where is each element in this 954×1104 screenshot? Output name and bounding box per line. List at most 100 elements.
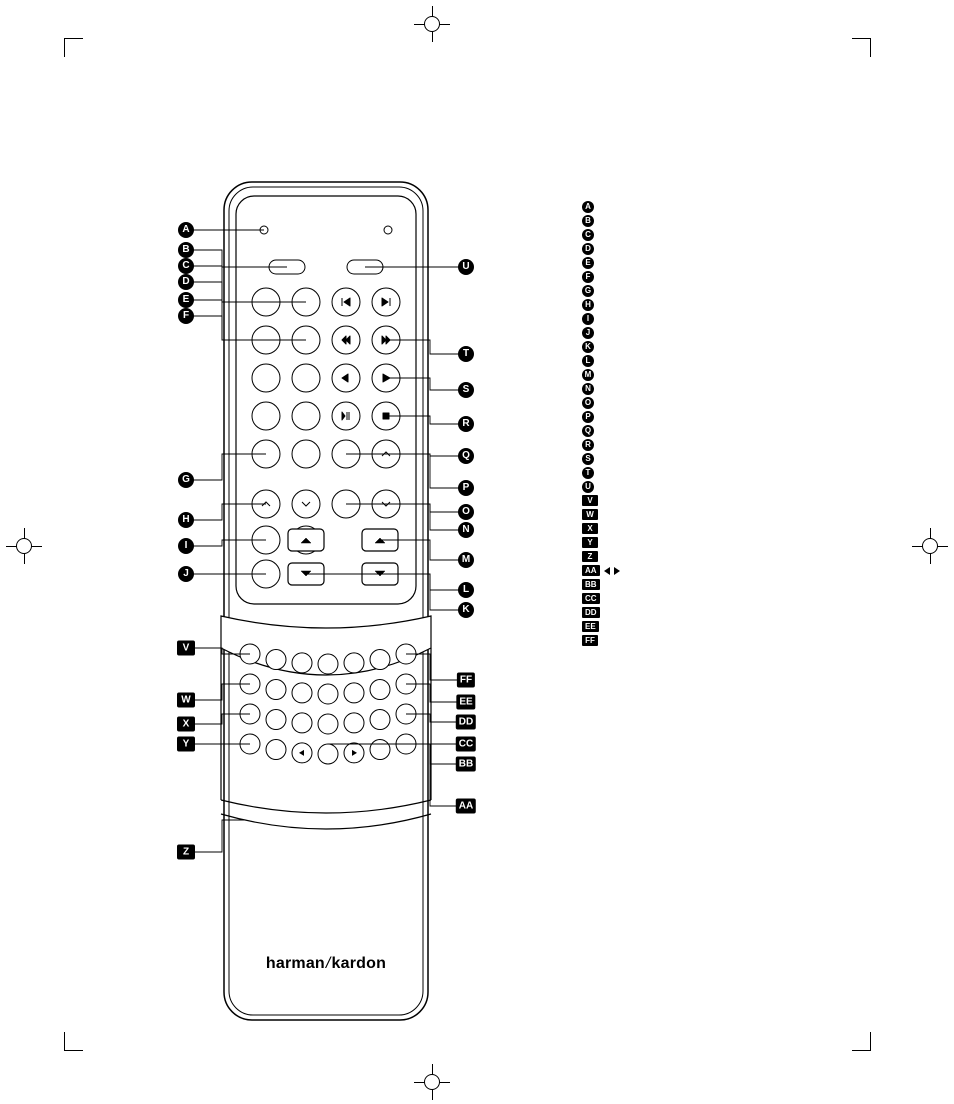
legend-marker: B bbox=[582, 215, 594, 227]
legend-item-C: C bbox=[582, 228, 620, 241]
legend-item-B: B bbox=[582, 214, 620, 227]
legend-marker: F bbox=[582, 271, 594, 283]
callout-W: W bbox=[177, 693, 195, 708]
triangle-left-icon bbox=[604, 567, 610, 575]
callout-Q: Q bbox=[458, 448, 474, 464]
legend-item-Q: Q bbox=[582, 424, 620, 437]
legend: ABCDEFGHIJKLMNOPQRSTUVWXYZ AA BB CC DD EE FF bbox=[582, 200, 620, 647]
callout-U: U bbox=[458, 259, 474, 275]
legend-marker: BB bbox=[582, 579, 600, 590]
callout-G: G bbox=[178, 472, 194, 488]
legend-item-AA: AA bbox=[582, 564, 620, 577]
legend-item-S: S bbox=[582, 452, 620, 465]
callout-M: M bbox=[458, 552, 474, 568]
legend-marker: T bbox=[582, 467, 594, 479]
legend-marker: J bbox=[582, 327, 594, 339]
callout-H: H bbox=[178, 512, 194, 528]
legend-marker: I bbox=[582, 313, 594, 325]
legend-marker: O bbox=[582, 397, 594, 409]
callout-I: I bbox=[178, 538, 194, 554]
legend-item-O: O bbox=[582, 396, 620, 409]
callout-K: K bbox=[458, 602, 474, 618]
brand-right: kardon bbox=[332, 955, 387, 972]
legend-item-H: H bbox=[582, 298, 620, 311]
legend-marker: S bbox=[582, 453, 594, 465]
legend-marker: Q bbox=[582, 425, 594, 437]
legend-item-FF: FF bbox=[582, 634, 620, 647]
callout-A: A bbox=[178, 222, 194, 238]
legend-item-CC: CC bbox=[582, 592, 620, 605]
legend-marker: R bbox=[582, 439, 594, 451]
callout-BB: BB bbox=[456, 757, 476, 772]
legend-marker: M bbox=[582, 369, 594, 381]
brand-slash: / bbox=[325, 955, 332, 972]
legend-marker: P bbox=[582, 411, 594, 423]
legend-item-E: E bbox=[582, 256, 620, 269]
callout-DD: DD bbox=[456, 715, 476, 730]
legend-item-N: N bbox=[582, 382, 620, 395]
legend-item-BB: BB bbox=[582, 578, 620, 591]
brand-left: harman bbox=[266, 955, 325, 972]
brand-label: harman/kardon bbox=[266, 955, 386, 973]
legend-item-Z: Z bbox=[582, 550, 620, 563]
callout-E: E bbox=[178, 292, 194, 308]
remote-diagram-svg bbox=[0, 0, 954, 1104]
callout-B: B bbox=[178, 242, 194, 258]
legend-item-V: V bbox=[582, 494, 620, 507]
callout-F: F bbox=[178, 308, 194, 324]
callout-N: N bbox=[458, 522, 474, 538]
legend-marker: W bbox=[582, 509, 598, 520]
legend-item-G: G bbox=[582, 284, 620, 297]
callout-O: O bbox=[458, 504, 474, 520]
legend-item-P: P bbox=[582, 410, 620, 423]
legend-marker: Z bbox=[582, 551, 598, 562]
legend-item-R: R bbox=[582, 438, 620, 451]
callout-X: X bbox=[177, 717, 195, 732]
callout-J: J bbox=[178, 566, 194, 582]
legend-marker: K bbox=[582, 341, 594, 353]
legend-item-I: I bbox=[582, 312, 620, 325]
legend-item-A: A bbox=[582, 200, 620, 213]
callout-AA: AA bbox=[456, 799, 476, 814]
legend-marker: DD bbox=[582, 607, 600, 618]
legend-marker: N bbox=[582, 383, 594, 395]
legend-item-DD: DD bbox=[582, 606, 620, 619]
legend-marker: L bbox=[582, 355, 594, 367]
legend-marker: Y bbox=[582, 537, 598, 548]
legend-item-W: W bbox=[582, 508, 620, 521]
callout-EE: EE bbox=[456, 695, 475, 710]
callout-C: C bbox=[178, 258, 194, 274]
callout-T: T bbox=[458, 346, 474, 362]
legend-marker: CC bbox=[582, 593, 600, 604]
legend-item-EE: EE bbox=[582, 620, 620, 633]
legend-item-Y: Y bbox=[582, 536, 620, 549]
callout-P: P bbox=[458, 480, 474, 496]
legend-marker: H bbox=[582, 299, 594, 311]
callout-D: D bbox=[178, 274, 194, 290]
callout-Z: Z bbox=[177, 845, 195, 860]
legend-item-T: T bbox=[582, 466, 620, 479]
callout-S: S bbox=[458, 382, 474, 398]
legend-item-J: J bbox=[582, 326, 620, 339]
legend-marker: A bbox=[582, 201, 594, 213]
legend-marker: X bbox=[582, 523, 598, 534]
legend-item-F: F bbox=[582, 270, 620, 283]
legend-item-L: L bbox=[582, 354, 620, 367]
legend-marker: EE bbox=[582, 621, 599, 632]
callout-CC: CC bbox=[456, 737, 476, 752]
legend-marker: D bbox=[582, 243, 594, 255]
legend-marker: U bbox=[582, 481, 594, 493]
page: harman/kardon ABCDEFGHIJVWXYZUTSRQPONMLK… bbox=[0, 0, 954, 1104]
legend-item-M: M bbox=[582, 368, 620, 381]
legend-item-X: X bbox=[582, 522, 620, 535]
callout-L: L bbox=[458, 582, 474, 598]
legend-marker: FF bbox=[582, 635, 598, 646]
legend-item-K: K bbox=[582, 340, 620, 353]
legend-item-D: D bbox=[582, 242, 620, 255]
legend-marker: V bbox=[582, 495, 598, 506]
legend-marker: E bbox=[582, 257, 594, 269]
callout-R: R bbox=[458, 416, 474, 432]
legend-marker: AA bbox=[582, 565, 600, 576]
legend-marker: G bbox=[582, 285, 594, 297]
legend-marker: C bbox=[582, 229, 594, 241]
